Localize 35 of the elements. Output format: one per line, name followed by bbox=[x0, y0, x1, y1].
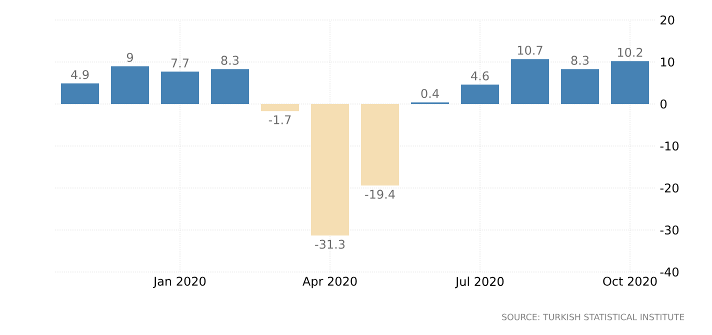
source-note: SOURCE: TURKISH STATISTICAL INSTITUTE bbox=[502, 314, 684, 320]
bar bbox=[511, 59, 550, 104]
data-label: 0.4 bbox=[421, 88, 439, 98]
data-label: -19.4 bbox=[365, 190, 395, 199]
x-tick-label: Jul 2020 bbox=[454, 276, 504, 288]
y-tick-label: 0 bbox=[660, 99, 667, 109]
bar bbox=[61, 83, 99, 104]
data-label: 7.7 bbox=[171, 58, 189, 68]
y-tick-label: -20 bbox=[660, 183, 679, 193]
data-label: 4.6 bbox=[471, 71, 489, 80]
bar bbox=[361, 104, 400, 186]
data-label: -31.3 bbox=[315, 240, 345, 249]
bar bbox=[261, 104, 300, 112]
x-tick-label: Jan 2020 bbox=[152, 276, 206, 288]
bar bbox=[211, 69, 250, 104]
y-tick-label: 10 bbox=[661, 57, 674, 67]
bar bbox=[461, 84, 500, 104]
x-tick-label: Oct 2020 bbox=[603, 276, 657, 286]
data-label: 10.7 bbox=[518, 46, 542, 55]
data-label: 8.3 bbox=[571, 56, 589, 65]
bar bbox=[161, 72, 200, 104]
data-label: 9 bbox=[126, 52, 133, 62]
y-tick-label: -10 bbox=[660, 141, 679, 151]
bar bbox=[111, 66, 149, 104]
data-label: 8.3 bbox=[221, 56, 239, 65]
y-tick-label: 20 bbox=[660, 15, 674, 25]
y-tick-label: -30 bbox=[660, 225, 679, 235]
bar bbox=[561, 69, 600, 104]
bar bbox=[611, 61, 650, 104]
data-label: 4.9 bbox=[71, 70, 89, 80]
x-tick-label: Apr 2020 bbox=[302, 276, 357, 288]
data-label: 10.2 bbox=[618, 48, 642, 57]
bar bbox=[311, 104, 350, 236]
data-label: -1.7 bbox=[268, 115, 291, 124]
y-tick-label: -40 bbox=[660, 267, 679, 277]
